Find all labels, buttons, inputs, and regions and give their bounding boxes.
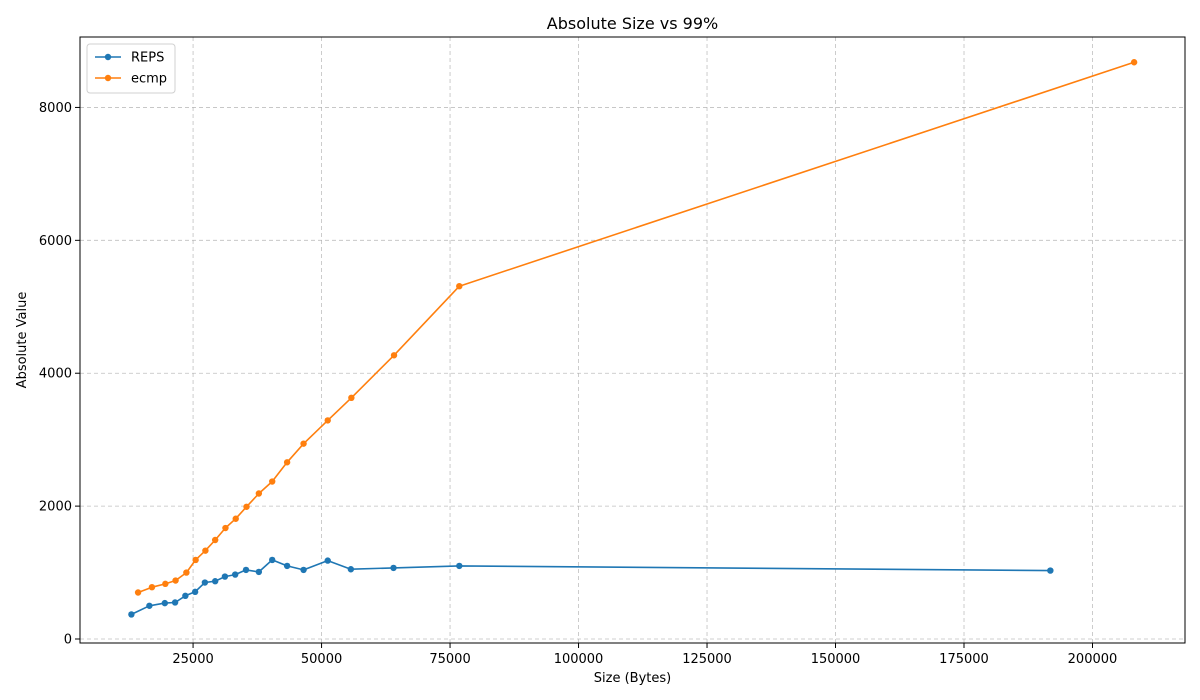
x-tick-label: 125000 — [682, 652, 732, 667]
data-point-ecmp — [232, 515, 239, 522]
data-point-reps — [128, 611, 135, 618]
plot-frame — [79, 36, 1186, 644]
series-layer — [128, 59, 1138, 618]
y-tick-label: 6000 — [39, 234, 72, 249]
data-point-reps — [242, 566, 250, 574]
x-tick-label: 100000 — [554, 652, 604, 667]
legend: REPS ecmp — [86, 43, 176, 94]
data-point-ecmp — [148, 583, 156, 591]
legend-label-ecmp: ecmp — [131, 72, 167, 87]
data-point-reps — [171, 599, 179, 606]
data-point-reps — [283, 562, 291, 570]
data-point-ecmp — [300, 440, 307, 447]
data-point-reps — [324, 557, 331, 564]
data-point-reps — [161, 599, 169, 607]
data-point-ecmp — [269, 478, 276, 485]
data-point-ecmp — [1130, 59, 1138, 66]
x-tick-label: 25000 — [172, 652, 213, 667]
data-point-reps — [269, 556, 276, 564]
data-point-ecmp — [390, 352, 398, 359]
x-tick-label: 50000 — [301, 652, 342, 667]
data-point-ecmp — [243, 503, 250, 510]
legend-marker-ecmp — [104, 74, 112, 82]
data-point-reps — [232, 571, 239, 578]
data-point-ecmp — [134, 589, 142, 596]
data-point-reps — [456, 562, 463, 570]
legend-label-reps: REPS — [131, 51, 164, 66]
data-point-ecmp — [211, 536, 219, 544]
data-point-ecmp — [162, 580, 169, 588]
x-tick-label: 175000 — [939, 652, 989, 667]
data-point-reps — [221, 573, 229, 580]
x-tick-label: 150000 — [811, 652, 861, 667]
data-point-reps — [182, 592, 189, 600]
data-point-ecmp — [222, 524, 229, 532]
data-point-ecmp — [192, 556, 199, 564]
y-tick-label: 8000 — [39, 101, 72, 116]
data-point-reps — [201, 579, 209, 586]
data-point-ecmp — [324, 417, 331, 424]
chart-title: Absolute Size vs 99% — [547, 14, 718, 33]
data-point-ecmp — [255, 490, 263, 497]
y-axis-title: Absolute Value — [15, 292, 30, 389]
y-tick-label: 2000 — [39, 500, 72, 515]
data-point-reps — [146, 602, 153, 609]
data-point-reps — [300, 566, 307, 574]
tick-layer: 25000 50000 75000 100000 125000 150000 175000 2… — [39, 101, 1117, 667]
data-point-reps — [347, 566, 355, 573]
x-tick-label: 75000 — [429, 652, 470, 667]
y-tick-label: 0 — [64, 633, 72, 648]
data-point-ecmp — [283, 459, 291, 466]
x-axis-title: Size (Bytes) — [594, 671, 671, 686]
data-point-reps — [1047, 567, 1054, 574]
data-point-ecmp — [172, 577, 179, 584]
data-point-ecmp — [348, 394, 355, 402]
data-point-ecmp — [202, 547, 209, 554]
legend-marker-reps — [104, 53, 112, 61]
data-point-reps — [255, 568, 263, 576]
grid-layer — [80, 37, 1185, 643]
data-point-reps — [211, 578, 219, 585]
data-point-ecmp — [183, 569, 190, 576]
y-tick-label: 4000 — [39, 367, 72, 382]
x-tick-label: 200000 — [1068, 652, 1118, 667]
data-point-reps — [390, 564, 397, 572]
data-point-ecmp — [456, 282, 463, 290]
data-point-reps — [191, 588, 199, 596]
